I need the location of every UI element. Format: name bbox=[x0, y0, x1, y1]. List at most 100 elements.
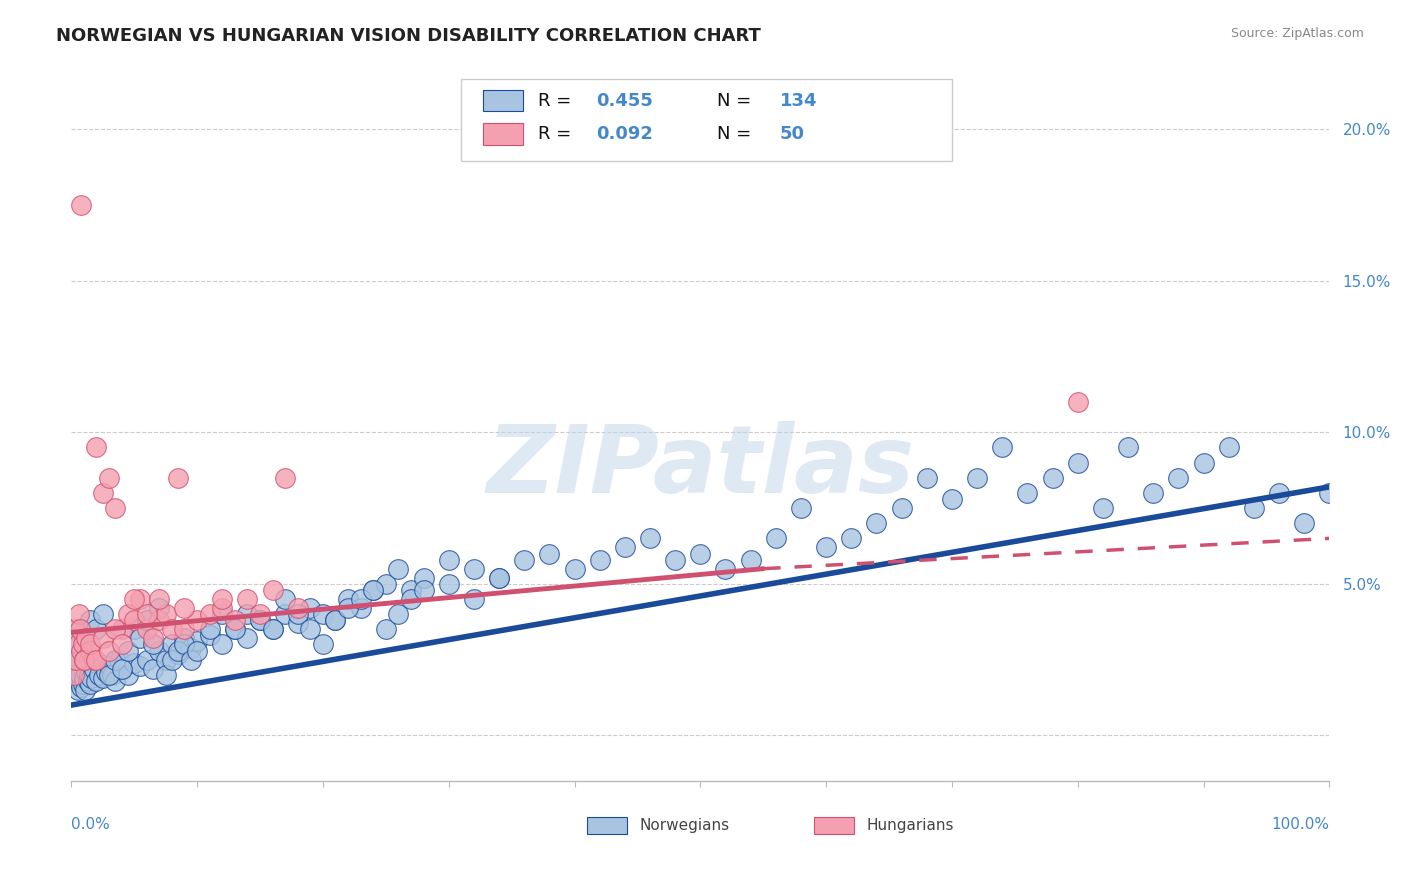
Point bbox=[142, 632, 165, 646]
Point bbox=[70, 643, 93, 657]
Point bbox=[104, 623, 127, 637]
Point bbox=[98, 471, 121, 485]
Point bbox=[437, 577, 460, 591]
Point bbox=[79, 643, 101, 657]
Point bbox=[374, 623, 396, 637]
Point bbox=[262, 582, 284, 597]
Point bbox=[173, 638, 195, 652]
Point bbox=[186, 643, 208, 657]
Point bbox=[198, 607, 221, 622]
Point bbox=[76, 673, 98, 688]
Point bbox=[387, 607, 409, 622]
Point bbox=[75, 632, 97, 646]
Point bbox=[287, 607, 309, 622]
Point bbox=[167, 647, 190, 661]
Point bbox=[564, 562, 586, 576]
Point bbox=[117, 643, 139, 657]
Text: R =: R = bbox=[538, 92, 576, 110]
Text: Hungarians: Hungarians bbox=[866, 818, 953, 832]
Point bbox=[299, 601, 322, 615]
Point bbox=[198, 623, 221, 637]
Text: 134: 134 bbox=[779, 92, 817, 110]
Point bbox=[1218, 441, 1240, 455]
Point bbox=[173, 632, 195, 646]
Point bbox=[86, 673, 108, 688]
Point bbox=[65, 652, 87, 666]
Point bbox=[148, 601, 170, 615]
Text: N =: N = bbox=[717, 125, 756, 143]
Point bbox=[129, 632, 152, 646]
Point bbox=[664, 552, 686, 566]
FancyBboxPatch shape bbox=[461, 79, 952, 161]
Point bbox=[412, 582, 434, 597]
Point bbox=[66, 682, 89, 697]
Point bbox=[62, 673, 84, 688]
Point bbox=[117, 607, 139, 622]
Point bbox=[349, 592, 371, 607]
Point bbox=[790, 501, 813, 516]
Point bbox=[173, 601, 195, 615]
FancyBboxPatch shape bbox=[588, 816, 627, 834]
Point bbox=[117, 667, 139, 681]
Point bbox=[274, 471, 297, 485]
Point bbox=[337, 592, 360, 607]
Point bbox=[1091, 501, 1114, 516]
Point bbox=[839, 532, 862, 546]
Point bbox=[104, 501, 127, 516]
Point bbox=[312, 638, 335, 652]
Point bbox=[63, 667, 86, 681]
Point bbox=[966, 471, 988, 485]
Point bbox=[1067, 456, 1090, 470]
Point bbox=[79, 677, 101, 691]
Point bbox=[148, 643, 170, 657]
Point bbox=[100, 667, 122, 681]
FancyBboxPatch shape bbox=[482, 90, 523, 112]
Point bbox=[589, 552, 612, 566]
Point bbox=[73, 652, 96, 666]
Point bbox=[83, 662, 105, 676]
Point bbox=[211, 592, 233, 607]
Point bbox=[135, 652, 157, 666]
Point bbox=[79, 638, 101, 652]
Point bbox=[1167, 471, 1189, 485]
Point bbox=[96, 665, 118, 679]
Point bbox=[110, 662, 132, 676]
Point bbox=[142, 662, 165, 676]
Text: Source: ZipAtlas.com: Source: ZipAtlas.com bbox=[1230, 27, 1364, 40]
Point bbox=[135, 607, 157, 622]
Point bbox=[287, 616, 309, 631]
Point bbox=[211, 601, 233, 615]
Point bbox=[412, 571, 434, 585]
Point bbox=[186, 613, 208, 627]
Point bbox=[110, 623, 132, 637]
Point bbox=[689, 547, 711, 561]
Point bbox=[1042, 471, 1064, 485]
Point bbox=[224, 623, 246, 637]
Point bbox=[349, 601, 371, 615]
Point bbox=[991, 441, 1014, 455]
Point bbox=[69, 667, 91, 681]
Point bbox=[110, 638, 132, 652]
Point bbox=[249, 613, 271, 627]
Point bbox=[274, 607, 297, 622]
Point bbox=[437, 552, 460, 566]
Point bbox=[1116, 441, 1139, 455]
Point bbox=[67, 607, 90, 622]
Point bbox=[72, 677, 94, 691]
Point bbox=[463, 562, 485, 576]
Point bbox=[62, 667, 84, 681]
Point bbox=[142, 638, 165, 652]
Point bbox=[399, 592, 422, 607]
Point bbox=[1243, 501, 1265, 516]
Point bbox=[77, 667, 100, 681]
Point bbox=[538, 547, 561, 561]
Point bbox=[224, 613, 246, 627]
Point bbox=[387, 562, 409, 576]
Point bbox=[765, 532, 787, 546]
Point bbox=[160, 652, 183, 666]
Text: 0.455: 0.455 bbox=[596, 92, 652, 110]
Point bbox=[160, 623, 183, 637]
Point bbox=[211, 607, 233, 622]
Point bbox=[312, 607, 335, 622]
Point bbox=[86, 623, 108, 637]
